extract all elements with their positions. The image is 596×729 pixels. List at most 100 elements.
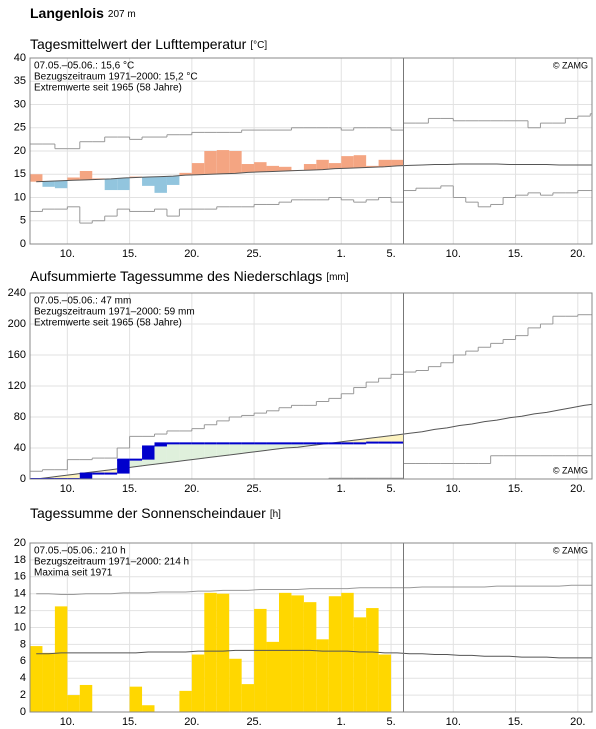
y-tick-label: 35 <box>14 75 26 87</box>
bar <box>54 606 68 712</box>
anomaly-bar <box>154 176 167 193</box>
anomaly-bar <box>216 150 230 174</box>
x-tick-label: 5. <box>386 483 395 495</box>
plot-area <box>30 543 592 712</box>
x-tick-label: 1. <box>337 248 346 260</box>
panel-title: Tagesmittelwert der Lufttemperatur [°C] <box>30 36 267 52</box>
difference-fill <box>254 443 267 452</box>
y-tick-label: 30 <box>14 98 26 110</box>
anomaly-bar <box>353 155 367 168</box>
bar <box>279 592 292 712</box>
x-tick-label: 5. <box>386 716 395 728</box>
x-tick-label: 10. <box>446 248 461 260</box>
difference-fill <box>229 443 242 455</box>
x-tick-label: 1. <box>337 483 346 495</box>
panel-title: Tagessumme der Sonnenscheindauer [h] <box>30 505 281 521</box>
anomaly-bar <box>179 172 192 176</box>
anomaly-bar <box>391 159 404 166</box>
difference-fill <box>104 469 118 474</box>
bar <box>129 686 143 712</box>
bar <box>30 646 43 712</box>
x-tick-label: 5. <box>386 248 395 260</box>
difference-fill <box>341 441 354 444</box>
y-tick-label: 40 <box>14 52 26 64</box>
anomaly-bar <box>204 151 217 175</box>
panel-unit: [mm] <box>326 272 348 283</box>
bar <box>191 654 205 712</box>
x-tick-label: 15. <box>508 248 523 260</box>
anomaly-bar <box>303 164 317 171</box>
copyright: © ZAMG <box>553 60 588 70</box>
y-tick-label: 25 <box>14 122 26 134</box>
bar <box>353 617 367 712</box>
note: 07.05.–05.06.: 15,6 °C <box>34 61 134 72</box>
note: Bezugszeitraum 1971–2000: 15,2 °C <box>34 72 198 83</box>
plot-frame <box>29 292 593 480</box>
difference-fill <box>166 443 180 462</box>
x-tick-label: 15. <box>508 716 523 728</box>
bar <box>366 608 379 712</box>
difference-fill <box>204 443 217 458</box>
difference-fill <box>366 437 379 443</box>
x-tick-label: 25. <box>246 716 261 728</box>
anomaly-bar <box>42 181 55 187</box>
anomaly-bar <box>254 162 267 172</box>
station-name: Langenlois <box>30 5 104 21</box>
y-tick-label: 2 <box>20 689 26 701</box>
y-tick-label: 15 <box>14 168 26 180</box>
reference-line <box>36 649 592 659</box>
difference-fill <box>129 459 143 467</box>
anomaly-bar <box>241 164 255 173</box>
plot-area <box>30 293 592 479</box>
panel-title-text: Tagessumme der Sonnenscheindauer <box>30 505 266 521</box>
y-tick-label: 160 <box>8 349 26 361</box>
y-tick-label: 0 <box>20 473 26 485</box>
y-tick-label: 80 <box>14 411 26 423</box>
difference-fill <box>391 434 404 443</box>
y-tick-label: 0 <box>20 238 26 250</box>
step-connector <box>41 185 579 224</box>
y-tick-label: 200 <box>8 318 26 330</box>
y-tick-label: 18 <box>14 554 26 566</box>
y-tick-label: 20 <box>14 537 26 549</box>
difference-fill <box>291 443 304 448</box>
difference-fill <box>54 475 68 479</box>
increment <box>117 459 130 474</box>
y-tick-label: 12 <box>14 605 26 617</box>
x-tick-label: 20. <box>570 483 585 495</box>
increment <box>79 473 93 479</box>
bar <box>378 654 392 712</box>
y-tick-label: 120 <box>8 380 26 392</box>
bar <box>266 641 279 712</box>
bar <box>229 658 242 712</box>
reference-line <box>36 584 592 596</box>
anomaly-bar <box>54 180 68 189</box>
bar <box>67 695 80 712</box>
y-tick-label: 20 <box>14 145 26 157</box>
difference-fill <box>154 443 167 464</box>
panel-unit: [°C] <box>250 40 267 51</box>
bar <box>179 690 192 712</box>
y-tick-label: 5 <box>20 215 26 227</box>
y-tick-label: 4 <box>20 672 26 684</box>
x-tick-label: 25. <box>246 483 261 495</box>
note: 07.05.–05.06.: 47 mm <box>34 296 131 307</box>
x-tick-label: 10. <box>60 248 75 260</box>
x-tick-label: 20. <box>184 483 199 495</box>
anomaly-bar <box>328 163 342 169</box>
x-tick-label: 15. <box>122 248 137 260</box>
bar <box>241 684 255 712</box>
difference-fill <box>216 443 230 456</box>
note: 07.05.–05.06.: 210 h <box>34 546 126 557</box>
bar <box>142 705 155 712</box>
anomaly-bar <box>266 165 279 172</box>
y-tick-label: 40 <box>14 442 26 454</box>
plot-area <box>30 58 592 244</box>
increment <box>142 446 155 460</box>
note: Extremwerte seit 1965 (58 Jahre) <box>34 83 182 94</box>
y-tick-label: 10 <box>14 191 26 203</box>
x-tick-label: 15. <box>508 483 523 495</box>
increment <box>154 443 167 447</box>
x-tick-label: 20. <box>184 248 199 260</box>
copyright: © ZAMG <box>553 465 588 475</box>
